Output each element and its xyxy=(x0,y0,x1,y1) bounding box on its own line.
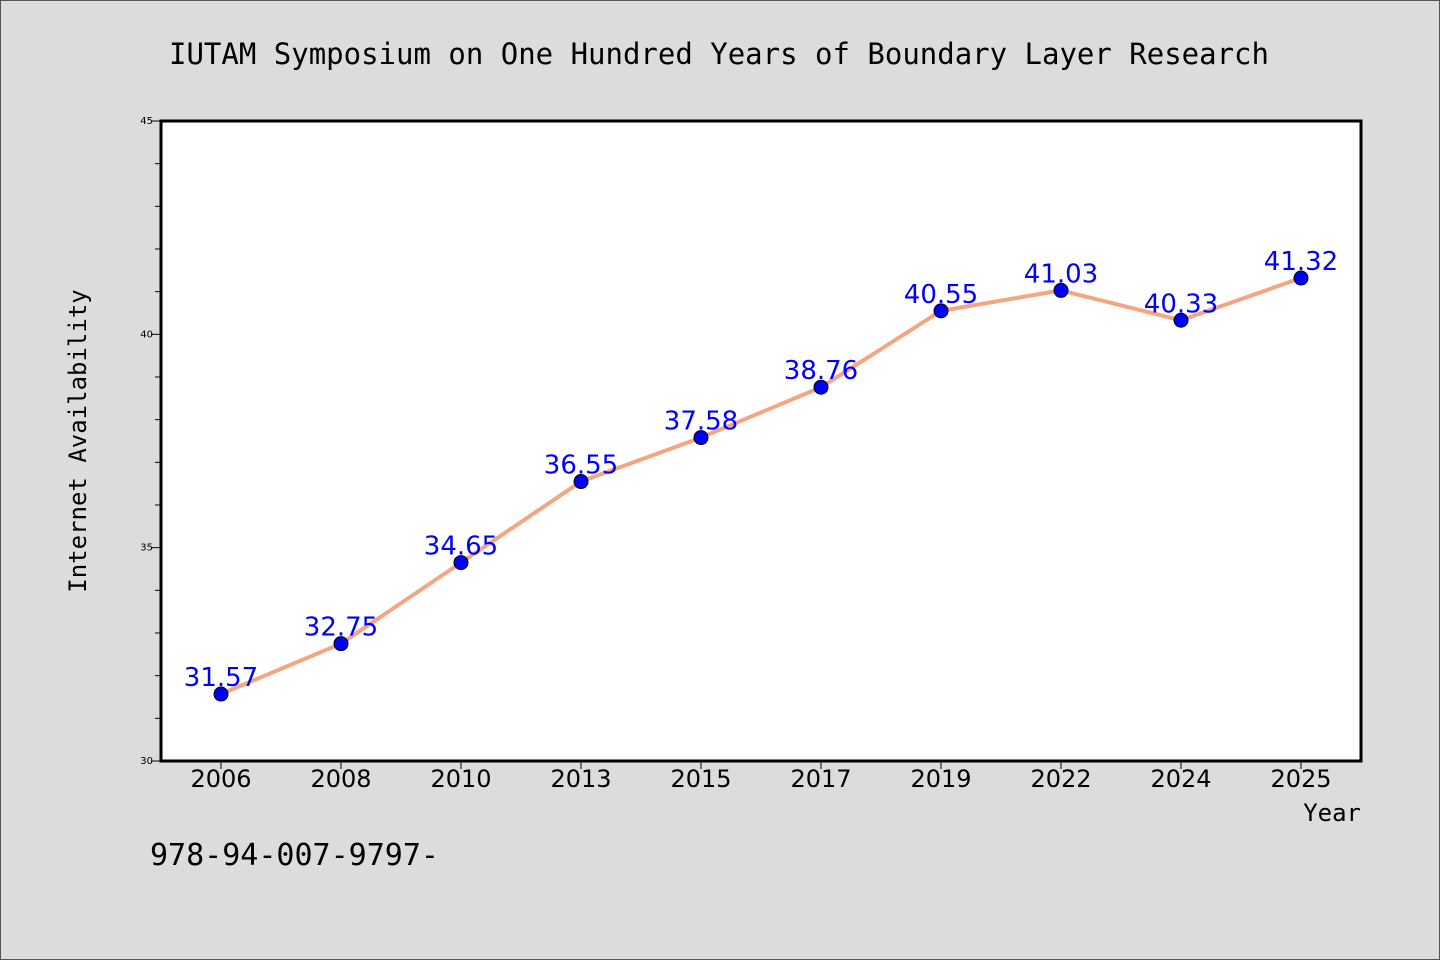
x-axis-label: Year xyxy=(1303,799,1361,827)
x-tick-label: 2015 xyxy=(670,765,731,793)
footer-text: 978-94-007-9797- xyxy=(150,838,439,873)
x-tick-label: 2025 xyxy=(1270,765,1331,793)
data-point xyxy=(1173,312,1189,328)
series-line xyxy=(220,276,1302,696)
x-tick-label: 2008 xyxy=(310,765,371,793)
data-label: 32.75 xyxy=(304,613,378,643)
y-tick-label: 40 xyxy=(140,329,153,340)
x-tick-label: 2013 xyxy=(550,765,611,793)
y-axis-label: Internet Availability xyxy=(64,289,92,592)
x-tick-label: 2022 xyxy=(1030,765,1091,793)
data-label: 40.33 xyxy=(1144,289,1218,319)
series-group: 31.57 32.75 34.65 36.55 37.58 38.76 40.55 41.03… xyxy=(184,247,1338,702)
y-tick-label: 35 xyxy=(140,543,153,554)
x-tick-label: 2024 xyxy=(1150,765,1211,793)
x-tick-label: 2010 xyxy=(430,765,491,793)
data-label: 34.65 xyxy=(424,532,498,562)
data-label: 41.03 xyxy=(1024,259,1098,289)
y-axis: 30 35 40 45 xyxy=(140,116,161,767)
data-label: 36.55 xyxy=(544,451,618,481)
data-label: 41.32 xyxy=(1264,247,1338,277)
data-label: 37.58 xyxy=(664,407,738,437)
y-tick-label: 45 xyxy=(140,116,153,127)
data-point xyxy=(933,303,949,319)
y-tick-label: 30 xyxy=(140,756,153,767)
data-label: 40.55 xyxy=(904,280,978,310)
x-tick-label: 2017 xyxy=(790,765,851,793)
data-label: 38.76 xyxy=(784,356,858,386)
x-axis: 2006 2008 2010 2013 2015 2017 2019 2022 2024 2025 xyxy=(190,761,1332,793)
x-tick-label: 2019 xyxy=(910,765,971,793)
data-point xyxy=(1293,270,1309,286)
data-point xyxy=(813,379,829,395)
data-label: 31.57 xyxy=(184,663,258,693)
data-point xyxy=(453,555,469,571)
plot-area xyxy=(159,119,1363,763)
x-tick-label: 2006 xyxy=(190,765,251,793)
chart-title: IUTAM Symposium on One Hundred Years of … xyxy=(169,37,1269,71)
data-point xyxy=(213,686,229,702)
data-point xyxy=(1053,282,1069,298)
data-point xyxy=(693,430,709,446)
data-point xyxy=(333,636,349,652)
data-point xyxy=(573,474,589,490)
